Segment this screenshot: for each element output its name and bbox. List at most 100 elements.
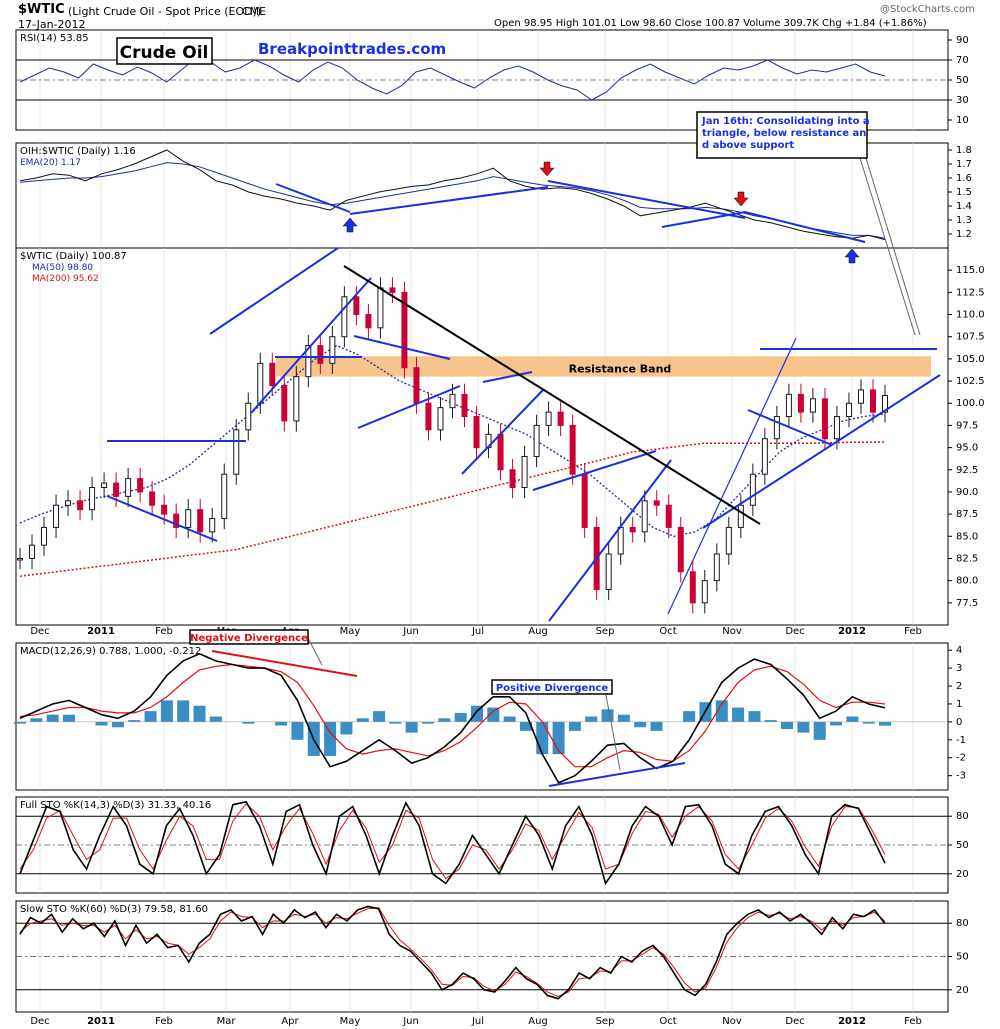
panel-frame-2 (15, 247, 949, 626)
macd-histogram-bar (585, 716, 598, 722)
price-trendline (353, 335, 451, 360)
macd-histogram-bar (470, 705, 483, 722)
macd-line (19, 652, 886, 784)
ma50-legend: MA(50) 98.80 (32, 263, 93, 273)
y-tick-label: 90.0 (956, 487, 978, 498)
price-candle-body (701, 580, 708, 604)
y-tick-label: 30 (956, 95, 969, 106)
full-sto-d-line (19, 802, 886, 880)
price-candle-body (773, 416, 780, 440)
price-candle-body (161, 504, 168, 515)
price-candle-body (437, 407, 444, 431)
price-candle-body (113, 482, 120, 497)
full-sto-k-line (19, 800, 886, 886)
rsi-line (19, 57, 886, 101)
price-candle-body (845, 402, 852, 418)
price-candle-body (617, 526, 624, 555)
macd-histogram-bar (650, 721, 663, 731)
y-tick-label: 100.0 (956, 398, 985, 409)
price-candle-body (797, 393, 804, 413)
y-tick-label: 92.5 (956, 465, 978, 476)
price-candle-body (197, 509, 204, 533)
price-candle-body (17, 557, 23, 561)
macd-histogram-bar (617, 714, 630, 722)
resistance-band-label: Resistance Band (569, 363, 672, 376)
macd-histogram-bar (405, 721, 418, 733)
price-trendline (106, 495, 218, 542)
positive-divergence-pointer (604, 689, 621, 771)
price-candle-body (509, 469, 516, 489)
x-axis-mid-label: Aug (528, 626, 548, 637)
x-axis-mid-label: Feb (904, 626, 922, 637)
macd-histogram-bar (568, 721, 581, 731)
price-trendline (702, 374, 941, 529)
price-candle-body (173, 513, 180, 528)
macd-histogram-bar (634, 721, 647, 728)
price-candle-body (473, 416, 480, 449)
price-candle-body (317, 345, 324, 364)
price-candle-body (377, 287, 384, 329)
y-tick-label: 3 (956, 663, 962, 674)
price-candle-body (533, 424, 540, 457)
y-tick-label: 85.0 (956, 531, 978, 542)
panel-title: RSI(14) 53.85 (20, 33, 89, 44)
price-candle-body (281, 384, 288, 422)
price-trendline (667, 337, 797, 615)
macd-histogram-bar (438, 718, 451, 722)
price-candle-body (413, 367, 420, 404)
macd-histogram-bar (291, 721, 304, 740)
x-axis-bottom-label: Dec (30, 1016, 49, 1027)
price-trendline (250, 277, 372, 414)
y-tick-label: 20 (956, 869, 969, 880)
price-candle-body (77, 500, 84, 511)
price-trendline (461, 389, 544, 475)
slow-sto-d-line (19, 907, 886, 998)
price-candle-body (653, 500, 660, 506)
positive-divergence-line (548, 762, 686, 787)
price-trendline (209, 247, 339, 335)
x-axis-mid-label: Jul (471, 626, 484, 637)
x-axis-bottom-label: Jun (402, 1016, 419, 1027)
price-candle-body (101, 482, 108, 489)
macd-histogram-bar (781, 721, 794, 730)
ma200-legend: MA(200) 95.62 (32, 274, 99, 284)
x-axis-mid-label: Jun (402, 626, 419, 637)
price-candle-body (629, 526, 636, 533)
y-tick-label: 10 (956, 115, 969, 126)
macd-histogram-bar (30, 718, 43, 722)
price-candle-body (449, 393, 456, 409)
symbol-label: $WTIC (18, 2, 65, 17)
macd-histogram-bar (601, 709, 614, 722)
x-axis-mid-label: 2011 (87, 626, 115, 637)
note-pointer-line (859, 157, 916, 336)
macd-histogram-bar (454, 712, 467, 722)
y-tick-label: 20 (956, 985, 969, 996)
macd-histogram-bar (340, 721, 353, 735)
price-candle-body (545, 411, 552, 426)
price-candle-body (569, 424, 576, 475)
price-candle-body (857, 389, 864, 404)
x-axis-bottom-label: Feb (155, 1016, 173, 1027)
x-axis-bottom-label: Feb (904, 1016, 922, 1027)
macd-histogram-bar (209, 716, 222, 722)
ema-legend: EMA(20) 1.17 (20, 158, 81, 168)
negative-divergence-line (211, 650, 358, 677)
positive-divergence-label: Positive Divergence (496, 683, 609, 694)
price-candle-body (461, 393, 468, 418)
price-candle-body (221, 473, 228, 520)
macd-signal-line (19, 663, 886, 768)
y-tick-label: 1.4 (956, 201, 972, 212)
y-tick-label: 50 (956, 75, 969, 86)
price-candle-body (401, 291, 408, 369)
price-trendline (747, 409, 833, 446)
price-candle-body (497, 433, 504, 471)
macd-histogram-bar (764, 720, 777, 722)
price-candle-body (269, 362, 276, 386)
macd-histogram-bar (487, 707, 500, 722)
macd-histogram-bar (715, 700, 728, 722)
price-candle-body (882, 395, 888, 413)
ratio-trendline (547, 180, 746, 219)
macd-histogram-bar (128, 720, 141, 722)
macd-histogram-bar (242, 721, 255, 724)
price-candle-body (677, 526, 684, 573)
